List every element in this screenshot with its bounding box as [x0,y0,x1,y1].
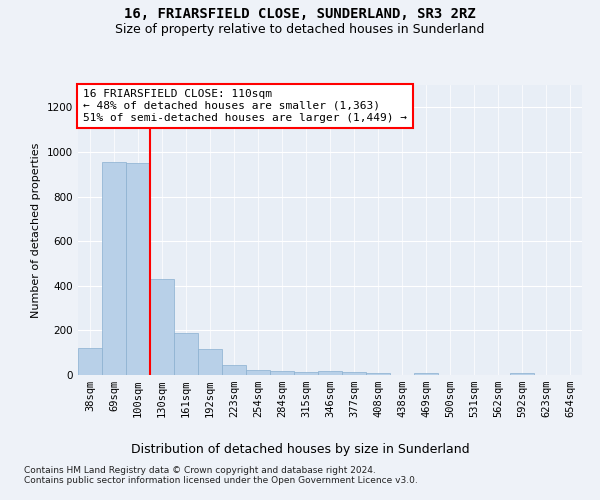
Text: Size of property relative to detached houses in Sunderland: Size of property relative to detached ho… [115,22,485,36]
Bar [222,365,246,375]
Bar [318,370,342,375]
Bar [126,163,150,375]
Text: Distribution of detached houses by size in Sunderland: Distribution of detached houses by size … [131,442,469,456]
Text: 16 FRIARSFIELD CLOSE: 110sqm
← 48% of detached houses are smaller (1,363)
51% of: 16 FRIARSFIELD CLOSE: 110sqm ← 48% of de… [83,90,407,122]
Text: Contains HM Land Registry data © Crown copyright and database right 2024.
Contai: Contains HM Land Registry data © Crown c… [24,466,418,485]
Bar [294,372,318,375]
Bar [246,370,270,375]
Bar [342,372,366,375]
Bar [198,350,222,375]
Bar [366,373,390,375]
Bar [174,332,198,375]
Bar [150,279,174,375]
Bar [102,162,126,375]
Bar [510,373,534,375]
Bar [414,373,438,375]
Text: 16, FRIARSFIELD CLOSE, SUNDERLAND, SR3 2RZ: 16, FRIARSFIELD CLOSE, SUNDERLAND, SR3 2… [124,8,476,22]
Y-axis label: Number of detached properties: Number of detached properties [31,142,41,318]
Bar [78,348,102,375]
Bar [270,370,294,375]
